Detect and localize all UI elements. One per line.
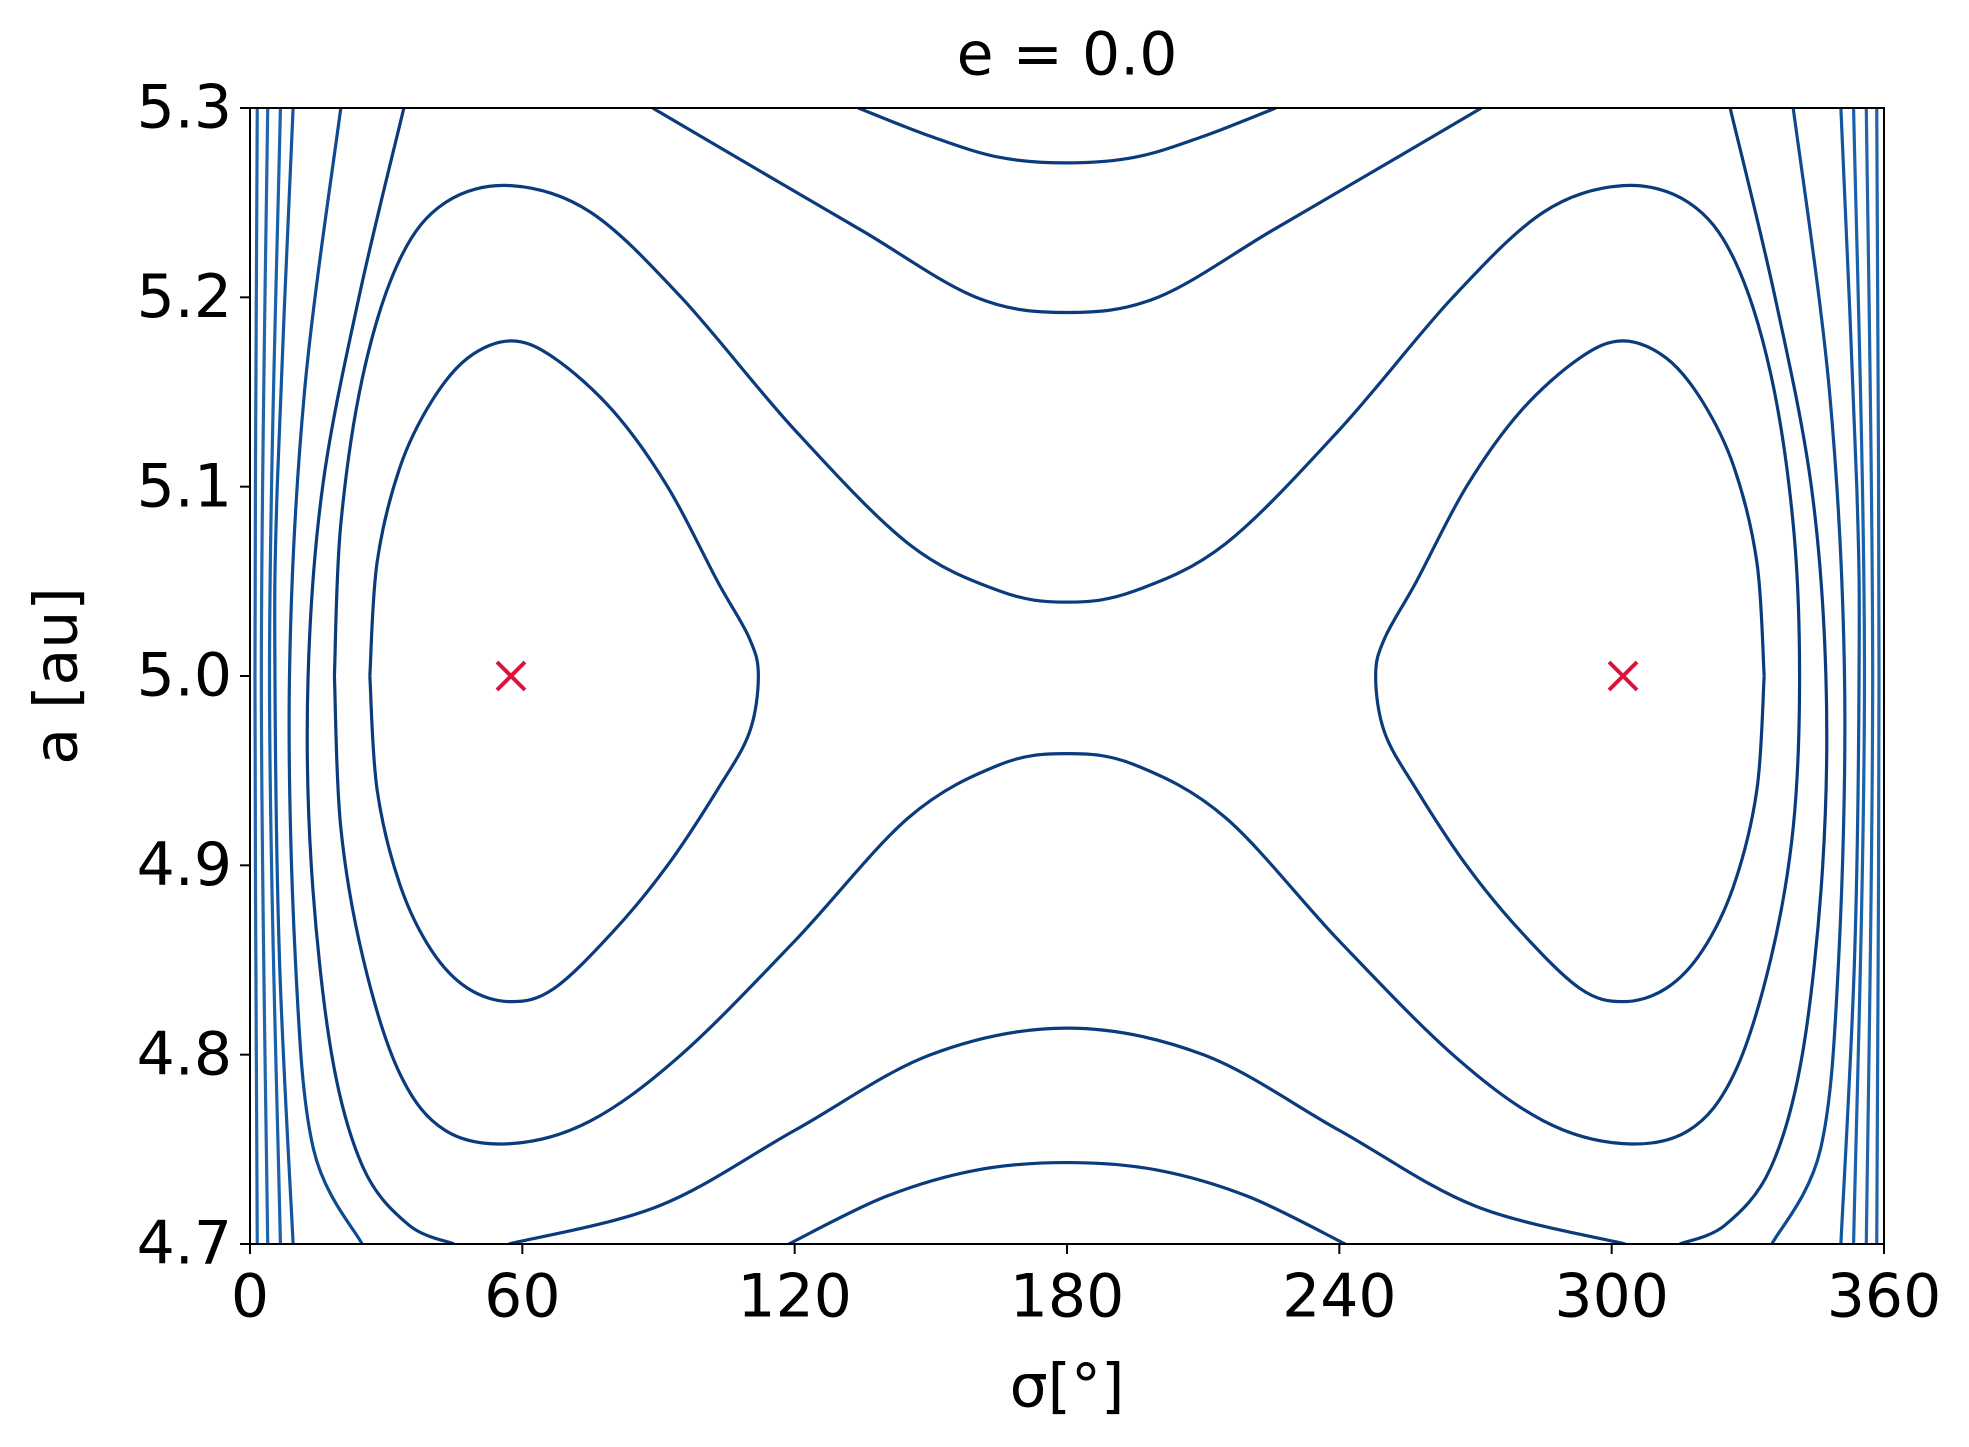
contour-line <box>1374 339 1766 1004</box>
contour-line <box>305 108 455 1244</box>
contour-line <box>332 183 1802 1146</box>
contour-line <box>1875 108 1881 1244</box>
contour-line <box>857 108 1277 165</box>
x-tick-label: 300 <box>1554 1262 1669 1332</box>
axes-frame <box>249 107 1885 1245</box>
y-tick-label: 5.2 <box>137 262 232 332</box>
contour-line <box>253 108 259 1244</box>
contour-line <box>1839 108 1861 1244</box>
chart-title: e = 0.0 <box>957 20 1178 90</box>
x-tick-label: 0 <box>231 1262 269 1332</box>
y-tick-label: 5.3 <box>137 73 232 143</box>
x-axis-label: σ[°] <box>1010 1352 1125 1422</box>
y-tick-label: 5.1 <box>137 451 232 521</box>
x-tick-label: 240 <box>1282 1262 1397 1332</box>
contour-line <box>267 108 283 1244</box>
contour-line <box>1851 108 1867 1244</box>
contour-line <box>1864 108 1875 1244</box>
contour-line <box>508 1026 1626 1244</box>
contour-line <box>287 108 364 1244</box>
contour-line <box>1679 108 1829 1244</box>
contour-line <box>1770 108 1847 1244</box>
y-tick-label: 4.8 <box>137 1019 232 1089</box>
y-tick-label: 5.0 <box>137 641 232 711</box>
contour-line <box>368 339 760 1004</box>
y-axis-label: a [au] <box>22 587 92 764</box>
x-tick-label: 60 <box>484 1262 560 1332</box>
contour-line <box>788 1160 1346 1244</box>
y-tick-label: 4.7 <box>137 1209 232 1279</box>
plot-area <box>253 108 1881 1244</box>
marker <box>495 660 527 692</box>
contour-line <box>651 108 1483 315</box>
x-tick-label: 120 <box>737 1262 852 1332</box>
contour-line <box>273 108 295 1244</box>
marker-stroke <box>1607 660 1639 692</box>
marker-stroke <box>495 660 527 692</box>
contour-line <box>259 108 270 1244</box>
y-tick-label: 4.9 <box>137 830 232 900</box>
x-tick-label: 360 <box>1827 1262 1942 1332</box>
marker <box>1607 660 1639 692</box>
x-tick-label: 180 <box>1010 1262 1125 1332</box>
